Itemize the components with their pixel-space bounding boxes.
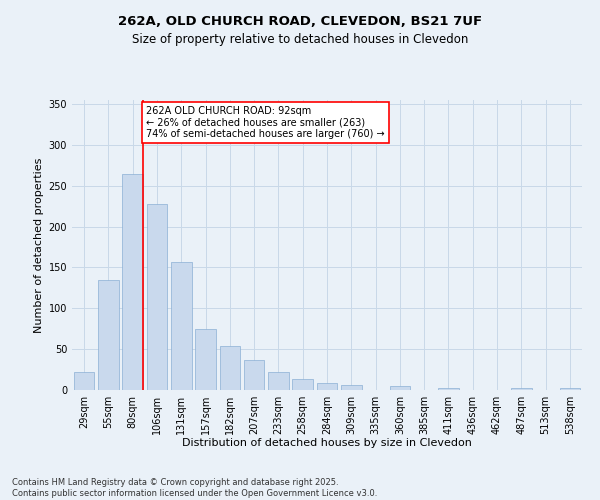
Bar [122,174,143,390]
Bar [341,385,362,390]
Text: 262A, OLD CHURCH ROAD, CLEVEDON, BS21 7UF: 262A, OLD CHURCH ROAD, CLEVEDON, BS21 7U… [118,15,482,28]
Bar [317,382,337,390]
Text: 262A OLD CHURCH ROAD: 92sqm
← 26% of detached houses are smaller (263)
74% of se: 262A OLD CHURCH ROAD: 92sqm ← 26% of det… [146,106,385,139]
Bar [146,204,167,390]
X-axis label: Distribution of detached houses by size in Clevedon: Distribution of detached houses by size … [182,438,472,448]
Bar [511,388,532,390]
Bar [438,388,459,390]
Text: Contains HM Land Registry data © Crown copyright and database right 2025.
Contai: Contains HM Land Registry data © Crown c… [12,478,377,498]
Bar [74,372,94,390]
Bar [220,346,240,390]
Bar [560,388,580,390]
Bar [98,280,119,390]
Bar [171,262,191,390]
Bar [195,328,216,390]
Bar [268,372,289,390]
Bar [292,380,313,390]
Text: Size of property relative to detached houses in Clevedon: Size of property relative to detached ho… [132,32,468,46]
Y-axis label: Number of detached properties: Number of detached properties [34,158,44,332]
Bar [389,386,410,390]
Bar [244,360,265,390]
